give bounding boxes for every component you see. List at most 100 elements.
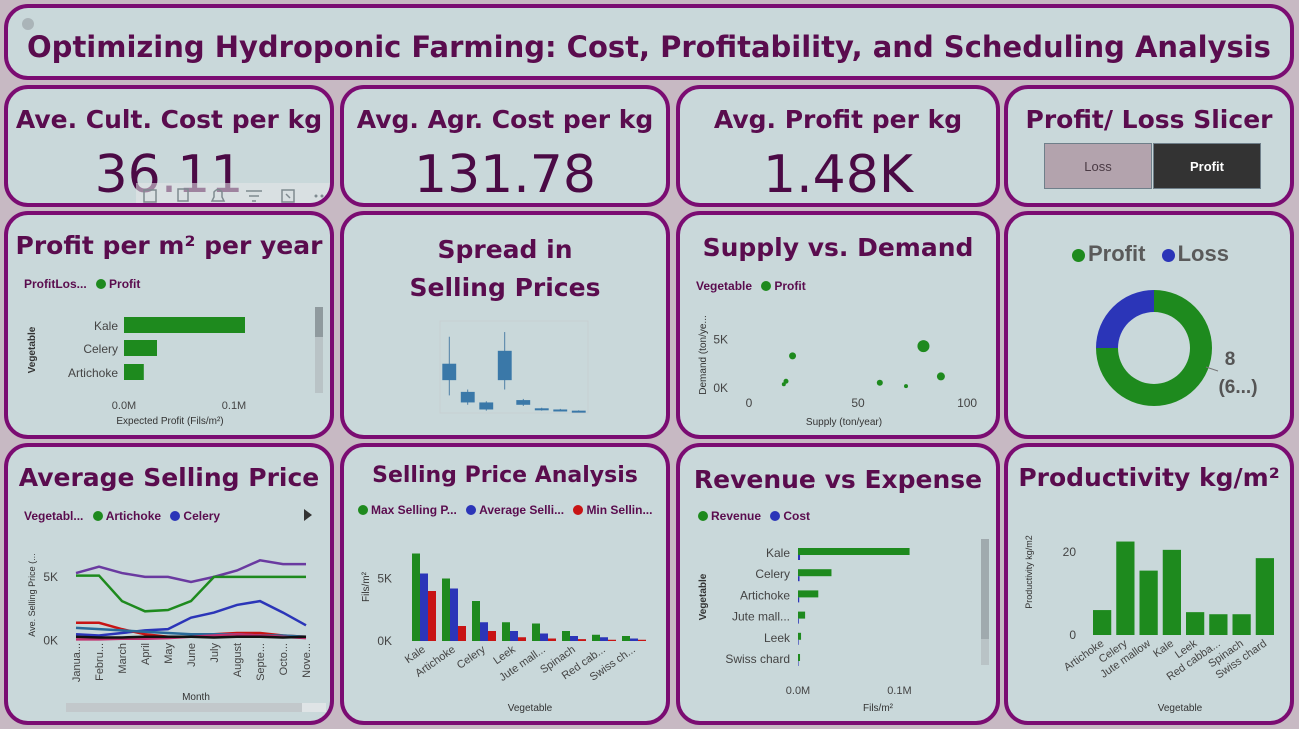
category-label: Artichoke [68,366,118,380]
more-options-icon[interactable] [314,194,330,198]
tick-label: 5K [43,570,58,584]
y-axis-label: Fils/m² [361,571,372,602]
chart-legend: Max Selling P... Average Selli... Min Se… [352,503,652,517]
legend-item-profit[interactable]: Profit [774,279,806,293]
chart-title: Supply vs. Demand [702,233,974,262]
bar [442,578,450,641]
focus-mode-icon[interactable] [281,189,295,203]
bar [798,611,806,619]
chart-title: Average Selling Price [18,463,320,492]
tick-label: June [186,643,198,667]
tick-label: 0.0M [786,685,810,697]
bar [1116,541,1135,635]
bar [798,555,801,560]
tick-label: Febru... [94,643,106,681]
bar [548,638,556,641]
donut-chart: 8 (6...) [1096,290,1258,406]
copy-icon[interactable] [177,188,189,202]
slice-label-sub: (6...) [1218,377,1257,398]
bell-icon[interactable] [210,188,226,202]
legend-item-celery[interactable]: Celery [183,509,221,523]
tick-label: 0.1M [887,685,911,697]
bar [798,661,799,666]
slicer-option-loss[interactable]: Loss [1044,143,1152,189]
data-point [781,382,786,387]
x-axis-label: Vegetable [1158,703,1203,714]
legend-dot [698,511,708,521]
bar [472,601,480,641]
chart-legend: Vegetable Profit [696,279,806,293]
tick-label: 0K [713,381,728,395]
legend-item-artichoke[interactable]: Artichoke [105,509,162,523]
legend-dot [358,505,368,515]
x-axis-label: Expected Profit (Fils/m²) [116,416,223,427]
category-label: Jute mall... [732,610,790,624]
scrollbar[interactable] [315,307,323,393]
box [571,410,586,413]
box [442,363,457,381]
legend-title: Vegetabl... [24,509,84,523]
legend-dot [170,511,181,521]
legend-title: ProfitLos... [24,277,87,291]
legend-item-max[interactable]: Max Selling P... [371,503,457,517]
x-axis-label: Vegetable [508,703,553,714]
tick-label: 0 [1069,628,1076,642]
legend-item-min[interactable]: Min Sellin... [586,503,653,517]
label-leader [1205,366,1219,372]
revenue-bar-chart: Kale Celery Artichoke Jute mall... Leek Swiss… [698,546,912,714]
series-line [75,635,307,639]
tick-label: 5K [713,332,728,346]
chart-legend: Revenue Cost [692,509,810,523]
category-label: Kale [766,546,790,560]
kpi-label: Ave. Cult. Cost per kg [15,105,323,134]
kpi-label: Avg. Agr. Cost per kg [356,105,654,134]
data-point [917,340,930,353]
bar [798,597,800,603]
data-point [876,379,883,386]
legend-item-loss[interactable]: Loss [1177,241,1229,266]
legend-dot [466,505,477,515]
legend-dot [1072,249,1085,262]
legend-item-revenue[interactable]: Revenue [711,509,762,523]
horizontal-scrollbar[interactable] [66,703,326,712]
chart-title: Profit per m² per year [15,231,323,260]
kpi-card-agr-cost: Avg. Agr. Cost per kg 131.78 [340,85,670,207]
category-label: Kale [1151,638,1176,660]
bar [600,637,608,641]
bar [532,623,540,641]
legend-title: Vegetable [696,279,753,293]
bar [540,633,548,641]
tick-label: 0.1M [222,400,246,412]
bar [798,654,801,661]
legend-dot [770,511,781,521]
pin-icon[interactable] [22,18,34,30]
bar [124,317,245,333]
slice-label-value: 8 [1225,349,1236,370]
revenue-expense-card: Revenue vs Expense Revenue Cost Kale Cele… [676,443,1000,725]
tick-label: 0 [746,396,753,410]
slicer-option-profit[interactable]: Profit [1153,143,1261,189]
filter-icon[interactable] [246,190,262,202]
bar [124,340,157,356]
chart-legend: Vegetabl... Artichoke Celery [24,509,220,523]
bar [638,639,646,641]
legend-item-profit[interactable]: Profit [1088,241,1146,266]
kpi-value: 131.78 [414,145,596,205]
tick-label: 5K [377,572,392,586]
bar [1232,614,1251,635]
category-label: Swiss chard [725,652,790,666]
bar [458,626,466,641]
tick-label: May [163,643,175,664]
box [460,391,475,403]
legend-item-profit[interactable]: Profit [109,277,141,291]
tick-label: Octo... [278,643,290,675]
bar [1255,558,1274,635]
next-arrow-icon[interactable] [304,509,312,521]
tick-label: August [232,643,244,677]
bar [124,364,144,380]
visual-header-toolbar [136,183,330,203]
pin-icon[interactable] [143,189,157,203]
legend-item-cost[interactable]: Cost [783,509,811,523]
legend-item-average[interactable]: Average Selli... [479,503,565,517]
scrollbar[interactable] [981,539,989,665]
